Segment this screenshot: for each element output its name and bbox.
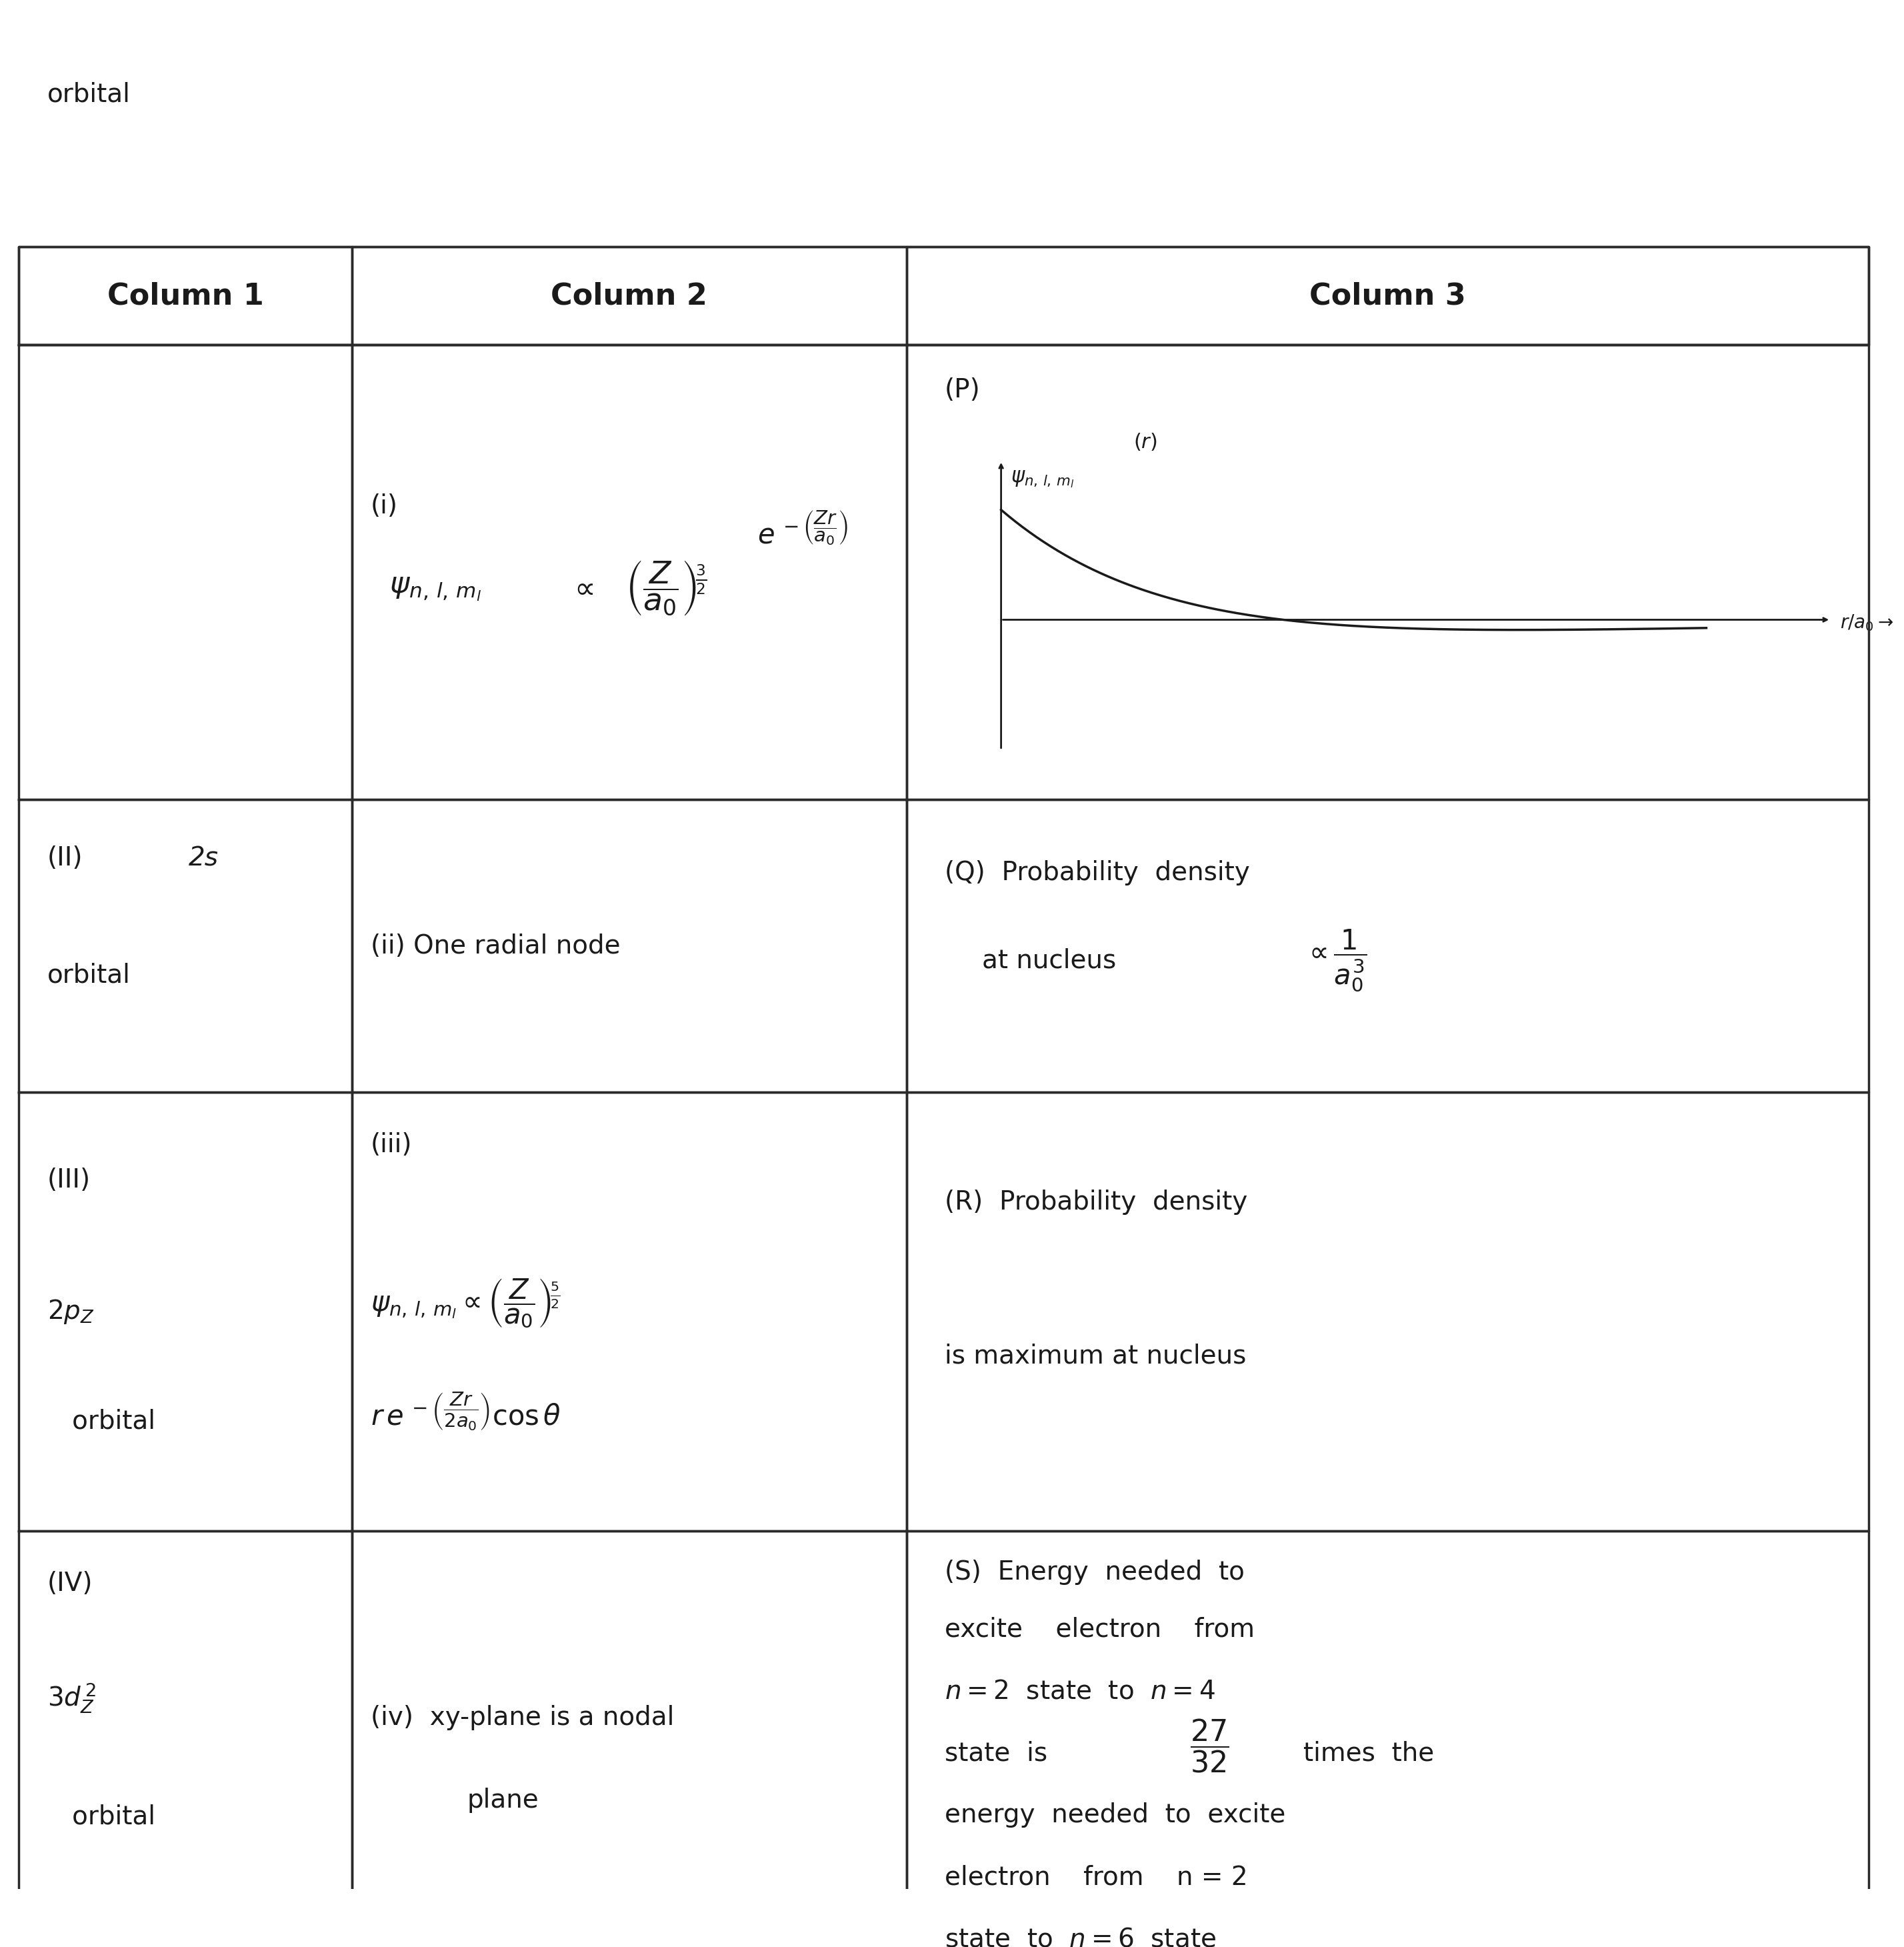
Text: $\propto \dfrac{1}{a_0^3}$: $\propto \dfrac{1}{a_0^3}$ [1302, 929, 1367, 993]
Text: orbital: orbital [48, 1410, 156, 1435]
Text: orbital: orbital [48, 1803, 156, 1828]
Text: $n=2$  state  to  $n=4$: $n=2$ state to $n=4$ [944, 1678, 1215, 1704]
Text: (IV): (IV) [48, 1571, 93, 1597]
Text: (iii): (iii) [371, 1133, 413, 1158]
Text: (II): (II) [48, 845, 84, 870]
Text: (III): (III) [48, 1168, 91, 1194]
Text: orbital: orbital [48, 962, 131, 987]
Text: $2p_Z$: $2p_Z$ [48, 1299, 93, 1326]
Text: Column 2: Column 2 [550, 282, 708, 310]
Text: (Q)  Probability  density: (Q) Probability density [944, 861, 1249, 886]
Text: $\psi_{n,\,l,\,m_l}$: $\psi_{n,\,l,\,m_l}$ [1011, 469, 1074, 489]
Text: (iv)  xy-plane is a nodal: (iv) xy-plane is a nodal [371, 1706, 674, 1731]
Text: electron    from    n = 2: electron from n = 2 [944, 1865, 1247, 1891]
Text: $(r)$: $(r)$ [1133, 432, 1158, 452]
Text: state  is: state is [944, 1741, 1047, 1766]
Text: $r/a_0 \rightarrow$: $r/a_0 \rightarrow$ [1841, 613, 1894, 633]
Text: orbital: orbital [48, 82, 131, 107]
Text: (i): (i) [371, 493, 398, 518]
Text: 2s: 2s [188, 845, 219, 870]
Text: $\propto$: $\propto$ [569, 574, 594, 604]
Text: $r\,e^{\,-\left(\dfrac{Zr}{2a_0}\right)}\cos\theta$: $r\,e^{\,-\left(\dfrac{Zr}{2a_0}\right)}… [371, 1390, 562, 1433]
Text: $\psi_{n,\,l,\,m_l} \propto \left(\dfrac{Z}{a_0}\right)^{\!\frac{5}{2}}$: $\psi_{n,\,l,\,m_l} \propto \left(\dfrac… [371, 1277, 560, 1330]
Text: 1s: 1s [208, 0, 238, 2]
Text: at nucleus: at nucleus [982, 948, 1116, 974]
Text: (P): (P) [944, 378, 981, 403]
Text: excite    electron    from: excite electron from [944, 1616, 1255, 1641]
Text: (ii) One radial node: (ii) One radial node [371, 933, 621, 958]
Text: $3d_Z^{\,2}$: $3d_Z^{\,2}$ [48, 1682, 95, 1715]
Text: $\dfrac{27}{32}$: $\dfrac{27}{32}$ [1190, 1717, 1228, 1774]
Text: state  to  $n=6$  state: state to $n=6$ state [944, 1926, 1217, 1947]
Text: plane: plane [466, 1787, 539, 1813]
Text: Column 3: Column 3 [1310, 282, 1466, 310]
Text: (R)  Probability  density: (R) Probability density [944, 1190, 1247, 1215]
Text: $\left(\dfrac{Z}{a_0}\right)^{\!\frac{3}{2}}$: $\left(\dfrac{Z}{a_0}\right)^{\!\frac{3}… [626, 559, 706, 617]
Text: (S)  Energy  needed  to: (S) Energy needed to [944, 1560, 1245, 1585]
Text: $\psi_{n,\,l,\,m_l}$: $\psi_{n,\,l,\,m_l}$ [390, 574, 482, 604]
Text: times  the: times the [1302, 1741, 1434, 1766]
Text: is maximum at nucleus: is maximum at nucleus [944, 1343, 1245, 1369]
Text: Column 1: Column 1 [107, 282, 263, 310]
Text: energy  needed  to  excite: energy needed to excite [944, 1803, 1285, 1828]
Text: (I): (I) [48, 0, 74, 2]
Text: $e^{\,-\left(\dfrac{Zr}{a_0}\right)}$: $e^{\,-\left(\dfrac{Zr}{a_0}\right)}$ [758, 512, 847, 549]
